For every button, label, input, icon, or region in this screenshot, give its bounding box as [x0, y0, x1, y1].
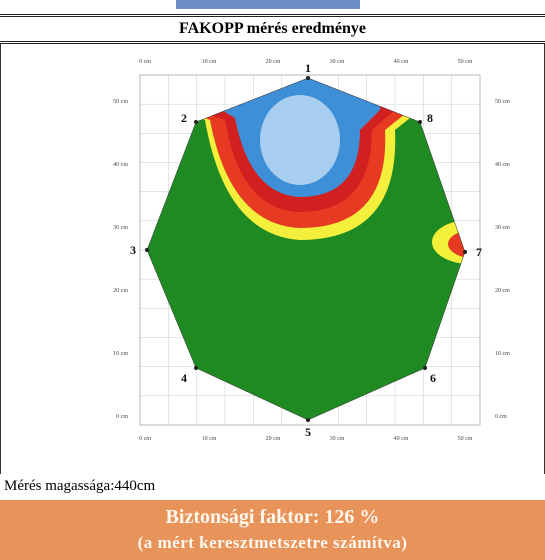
x-axis-label: 40 cm [394, 59, 409, 65]
x-axis-label: 50 cm [458, 59, 473, 65]
y-axis-label: 0 cm [495, 414, 507, 420]
sensor-label: 5 [305, 425, 311, 439]
sensor-point [145, 248, 149, 252]
sensor-point [306, 418, 310, 422]
x-axis-label: 10 cm [202, 59, 217, 65]
sensor-label: 4 [181, 371, 187, 385]
y-axis-label: 10 cm [495, 351, 510, 357]
y-axis-label: 50 cm [495, 99, 510, 105]
x-axis-label: 40 cm [394, 436, 409, 442]
x-axis-label: 50 cm [458, 436, 473, 442]
y-axis-label: 0 cm [116, 414, 128, 420]
sensor-point [463, 250, 467, 254]
y-axis-label: 20 cm [495, 288, 510, 294]
result-box: Biztonsági faktor: 126 % (a mért kereszt… [0, 500, 545, 560]
note: (a mért keresztmetszetre számítva) [137, 533, 408, 552]
x-axis-label: 0 cm [139, 436, 151, 442]
sensor-point [194, 366, 198, 370]
sensor-label: 2 [181, 111, 187, 125]
top-image-strip [176, 0, 360, 9]
x-axis-label: 30 cm [330, 436, 345, 442]
sensor-point [194, 120, 198, 124]
sensor-point [306, 76, 310, 80]
x-axis-label: 10 cm [202, 436, 217, 442]
title: FAKOPP mérés eredménye [0, 14, 545, 44]
y-axis-label: 30 cm [495, 225, 510, 231]
y-axis-label: 30 cm [113, 225, 128, 231]
y-axis-label: 40 cm [495, 162, 510, 168]
sensor-label: 6 [430, 371, 436, 385]
tomogram-image [147, 78, 465, 420]
x-axis-label: 0 cm [139, 59, 151, 65]
y-axis-label: 20 cm [113, 288, 128, 294]
y-axis-label: 40 cm [113, 162, 128, 168]
y-axis-label: 10 cm [113, 351, 128, 357]
x-axis-label: 30 cm [330, 59, 345, 65]
sensor-point [423, 366, 427, 370]
sensor-label: 7 [476, 245, 482, 259]
measurement-height: Mérés magassága:440cm [4, 478, 156, 494]
y-axis-label: 50 cm [113, 99, 128, 105]
sensor-label: 1 [305, 61, 311, 75]
sensor-point [418, 120, 422, 124]
sensor-label: 3 [130, 243, 136, 257]
sensor-label: 8 [427, 111, 433, 125]
safety-factor: Biztonsági faktor: 126 % [165, 506, 380, 528]
plot-border [139, 74, 481, 426]
x-axis-label: 20 cm [266, 59, 281, 65]
x-axis-label: 20 cm [266, 436, 281, 442]
